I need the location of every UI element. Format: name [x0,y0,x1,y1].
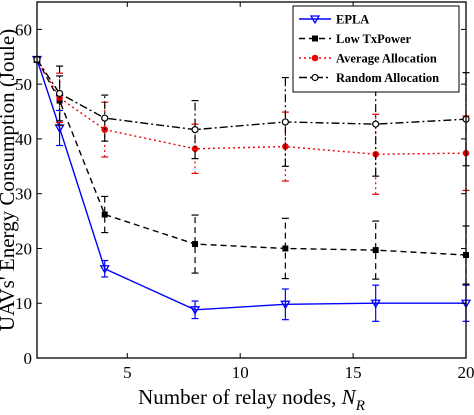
data-point [55,89,64,98]
x-tick-label: 15 [345,363,362,382]
series-layer [31,55,472,322]
data-point [101,211,108,218]
x-tick-label: 5 [123,363,132,382]
legend-item: Low TxPower [299,32,412,46]
data-point [372,120,380,128]
y-tick-label: 10 [15,294,32,313]
data-point [101,114,109,122]
data-point [189,306,201,316]
y-tick-label: 0 [24,349,33,368]
data-point [282,245,289,252]
data-point [191,126,199,134]
data-point [192,241,199,248]
data-point [370,299,381,309]
legend-label: Low TxPower [336,32,412,46]
x-axis-title: Number of relay nodes, NR [138,385,365,414]
legend-swatch-marker [311,73,319,82]
data-point [281,118,289,126]
y-axis-title: UAVs' Energy Consumption (Joule) [0,29,19,331]
legend-swatch-marker [309,15,321,25]
legend-item: EPLA [299,13,369,27]
legend-item: Average Allocation [299,52,437,66]
axes-layer: 5 10 15 20 0 10 20 30 40 50 60 [15,2,474,382]
legend-item: Random Allocation [299,71,439,85]
plot-frame [36,1,467,359]
x-axis-title-text: Number of relay nodes, [138,385,342,409]
y-tick-label: 30 [15,185,32,204]
series-random-allocation [33,55,470,177]
series-epla [31,55,472,322]
x-tick-label: 20 [458,363,474,382]
data-point [372,247,379,254]
series-line [36,59,466,311]
data-point [280,300,291,310]
data-point [99,265,110,275]
legend: EPLA Low TxPower Average Allocation Random … [292,5,460,93]
x-axis-title-var: N [341,385,357,409]
legend-label: Average Allocation [336,52,437,66]
y-tick-label: 50 [15,75,32,94]
y-tick-label: 60 [15,20,32,39]
x-tick-label: 10 [232,363,249,382]
legend-swatch-marker [312,35,318,42]
legend-swatch-marker [311,54,319,62]
legend-label: Random Allocation [336,71,439,85]
x-axis-title-subscript: R [355,398,365,414]
y-tick-label: 20 [15,239,32,258]
legend-label: EPLA [336,13,369,27]
y-tick-label: 40 [15,130,32,149]
